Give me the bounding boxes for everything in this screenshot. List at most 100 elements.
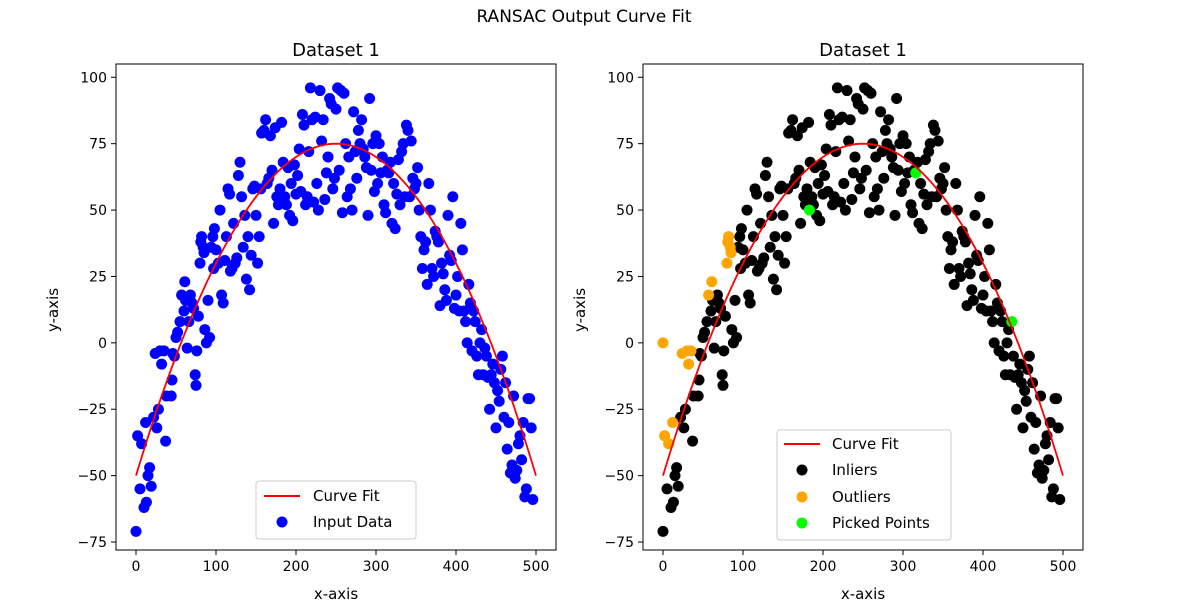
right-inliers-point xyxy=(731,332,743,344)
left-input-data-point xyxy=(428,270,440,282)
left-x-tick-label: 300 xyxy=(363,559,390,575)
right-inliers-point xyxy=(951,204,963,216)
left-input-data-point xyxy=(413,204,425,216)
left-input-data-point xyxy=(458,305,470,317)
right-inliers-point xyxy=(871,183,883,195)
left-x-tick-label: 400 xyxy=(443,559,470,575)
right-legend: Curve Fit Inliers Outliers Picked Points xyxy=(776,429,952,541)
right-y-tick-label: 25 xyxy=(616,269,634,285)
right-inliers-point xyxy=(825,119,837,131)
left-input-data-point xyxy=(364,93,376,105)
left-input-data-point xyxy=(330,103,342,115)
right-y-tick-label: 0 xyxy=(625,336,634,352)
right-inliers-point xyxy=(838,178,850,190)
right-inliers-point xyxy=(678,422,690,434)
right-inliers-point xyxy=(873,204,885,216)
right-inliers-point xyxy=(705,305,717,317)
right-inliers-point xyxy=(803,116,815,128)
left-input-data-point xyxy=(232,170,244,182)
right-inliers-point xyxy=(948,278,960,290)
right-axes-title: Dataset 1 xyxy=(819,40,907,61)
right-inliers-point xyxy=(1023,350,1035,362)
right-axes-frame xyxy=(642,63,1084,551)
left-input-data-point xyxy=(311,178,323,190)
left-input-data-point xyxy=(196,231,208,243)
right-inliers-point xyxy=(964,268,976,280)
left-input-data-point xyxy=(244,284,256,296)
right-inliers-point xyxy=(1047,483,1059,495)
left-input-data-point xyxy=(178,305,190,317)
right-inliers-point xyxy=(708,342,720,354)
right-legend-box xyxy=(776,429,952,541)
right-picked-points-point xyxy=(910,167,922,179)
left-input-data-point xyxy=(344,183,356,195)
left-input-data-point xyxy=(260,114,272,126)
right-plot-area: 0 100 200 300 400 500 −75 −50 −25 0 25 50 75 100 xyxy=(604,63,1084,575)
left-y-tick-label: 100 xyxy=(80,70,107,86)
left-input-data-point xyxy=(288,159,300,171)
right-inliers-point xyxy=(939,162,951,174)
right-inliers-point xyxy=(969,209,981,221)
left-input-data-point xyxy=(412,162,424,174)
right-outliers-point xyxy=(725,247,737,259)
right-inliers-point xyxy=(758,252,770,264)
right-inliers-point xyxy=(795,217,807,229)
left-input-data-point xyxy=(266,164,278,176)
left-input-data-point xyxy=(437,268,449,280)
right-inliers-point xyxy=(763,191,775,203)
left-axes: Dataset 1 x-axis y-axis 0 100 200 300 400 500… xyxy=(44,40,557,603)
left-input-data-point xyxy=(130,525,142,537)
left-input-data-point xyxy=(372,178,384,190)
right-inliers-point xyxy=(1019,385,1031,397)
left-input-data-point xyxy=(253,231,265,243)
left-x-axis-label: x-axis xyxy=(314,585,359,603)
right-inliers-point xyxy=(879,124,891,136)
right-inliers-point xyxy=(801,183,813,195)
right-y-tick-label: 100 xyxy=(607,70,634,86)
left-input-data-point xyxy=(274,183,286,195)
left-input-data-point xyxy=(490,422,502,434)
left-input-data-point xyxy=(268,217,280,229)
right-x-tick-label: 0 xyxy=(659,559,668,575)
right-inliers-point xyxy=(1038,464,1050,476)
right-inliers-point xyxy=(889,209,901,221)
left-input-data-point xyxy=(394,199,406,211)
right-inliers-point xyxy=(1028,443,1040,455)
right-inliers-point xyxy=(982,217,994,229)
left-input-data-point xyxy=(404,191,416,203)
right-inliers-point xyxy=(855,172,867,184)
left-y-tick-label: −75 xyxy=(77,535,107,551)
left-input-data-point xyxy=(383,167,395,179)
right-picked-points-point xyxy=(803,204,815,216)
left-input-data-point xyxy=(410,178,422,190)
left-input-data-point xyxy=(312,204,324,216)
right-inliers-point xyxy=(737,244,749,256)
left-input-data-point xyxy=(308,196,320,208)
right-inliers-point xyxy=(767,273,779,285)
right-inliers-point xyxy=(831,82,843,94)
right-inliers-point xyxy=(843,135,855,147)
right-inliers-point xyxy=(907,207,919,219)
right-x-tick-label: 100 xyxy=(730,559,757,575)
right-inliers-point xyxy=(771,284,783,296)
left-input-data-point xyxy=(455,217,467,229)
right-inliers-point xyxy=(985,305,997,317)
right-inliers-point xyxy=(947,236,959,248)
right-outliers-point xyxy=(685,345,697,357)
right-inliers-point xyxy=(990,278,1002,290)
right-outliers-point xyxy=(703,289,715,301)
right-inliers-point xyxy=(929,124,941,136)
left-input-data-point xyxy=(285,178,297,190)
right-inliers-point xyxy=(672,480,684,492)
left-input-data-point xyxy=(317,114,329,126)
left-legend-input-data-marker xyxy=(276,516,288,528)
right-inliers-point xyxy=(863,207,875,219)
right-inliers-point xyxy=(966,284,978,296)
right-inliers-point xyxy=(835,196,847,208)
left-input-data-point xyxy=(151,422,163,434)
right-inliers-point xyxy=(1014,358,1026,370)
right-inliers-point xyxy=(1007,350,1019,362)
left-input-data-point xyxy=(194,257,206,269)
left-input-data-point xyxy=(322,151,334,163)
